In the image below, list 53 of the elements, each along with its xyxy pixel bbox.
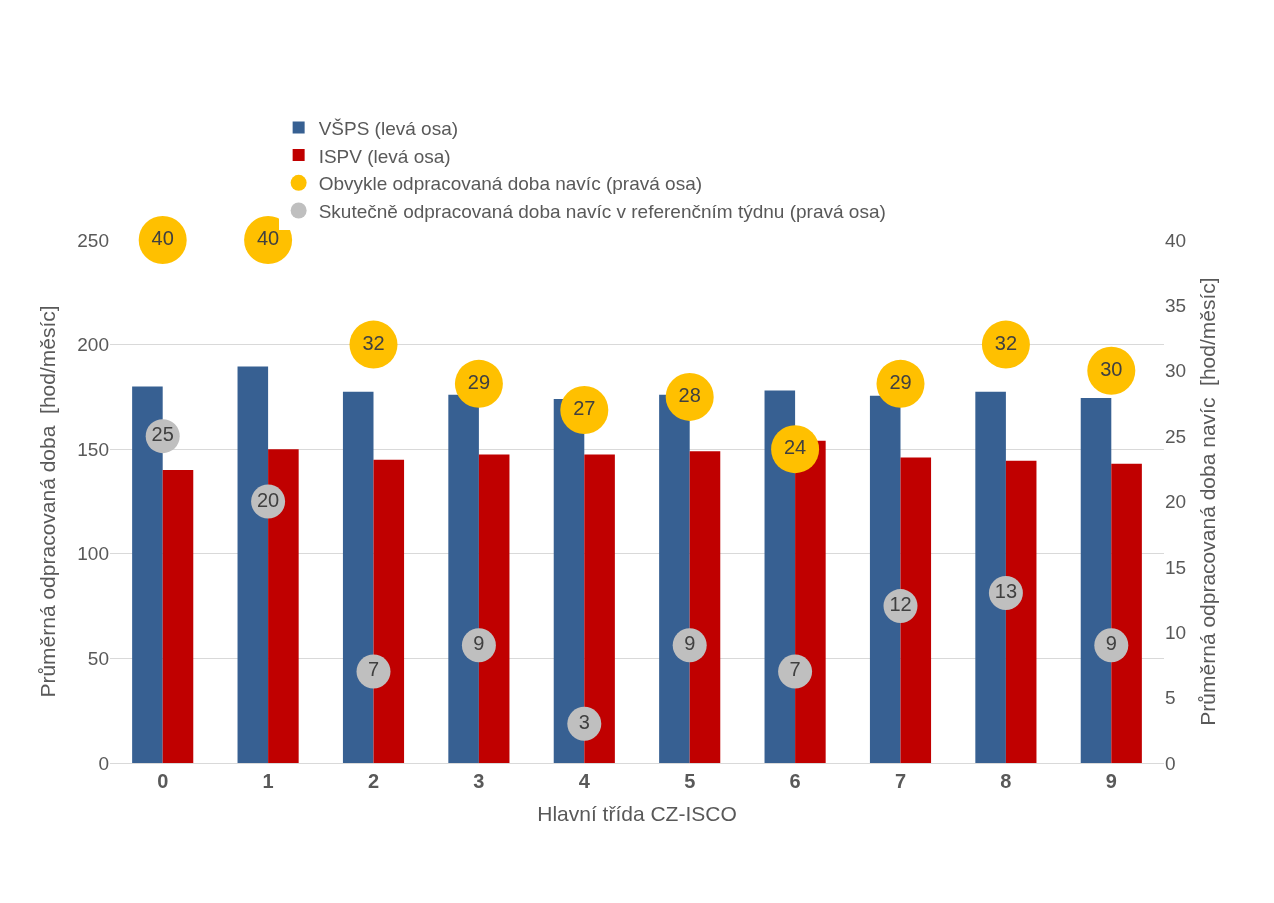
- legend-label: Skutečně odpracovaná doba navíc v referenčním týdnu (pravá osa): [318, 200, 886, 222]
- bar: [162, 470, 194, 763]
- data-label: 9: [473, 632, 485, 655]
- x-tick-label: 7: [894, 770, 907, 792]
- data-label: 29: [467, 370, 491, 393]
- data-label: 20: [256, 488, 280, 511]
- x-tick-label: 5: [684, 770, 696, 792]
- y2-tick-label: 25: [1165, 425, 1187, 447]
- data-label: 12: [889, 593, 912, 616]
- y2-tick-label: 0: [1165, 752, 1176, 774]
- y2-tick-label: 40: [1165, 229, 1187, 251]
- y2-tick-label: 10: [1165, 621, 1187, 643]
- x-tick-label: 3: [473, 770, 485, 792]
- x-tick-label: 8: [1000, 770, 1012, 792]
- y2-axis-title: Průměrná odpracovaná doba navíc [hod/měsíc]: [1196, 277, 1220, 726]
- data-label: 9: [1105, 632, 1117, 655]
- data-label: 3: [578, 710, 590, 733]
- data-label: 28: [678, 383, 701, 406]
- data-label: 30: [1100, 357, 1123, 380]
- y2-tick-label: 30: [1165, 360, 1187, 382]
- x-tick-label: 4: [578, 770, 591, 792]
- legend-label: Obvykle odpracovaná doba navíc (pravá osa): [318, 173, 703, 195]
- data-label: 9: [684, 632, 696, 655]
- data-label: 27: [573, 396, 596, 419]
- data-label: 40: [256, 227, 280, 249]
- y2-tick-label: 5: [1165, 687, 1176, 709]
- data-label: 13: [994, 580, 1018, 603]
- x-tick-label: 2: [367, 770, 380, 792]
- x-tick-label: 9: [1105, 770, 1117, 792]
- y2-tick-label: 20: [1165, 491, 1187, 513]
- data-label: 40: [151, 227, 174, 249]
- data-label: 32: [362, 331, 385, 354]
- y-tick-label: 0: [98, 752, 109, 774]
- data-label: 29: [889, 370, 912, 393]
- y-tick-label: 50: [87, 648, 109, 670]
- data-label: 25: [151, 423, 174, 446]
- x-tick-label: 6: [789, 770, 801, 792]
- y2-tick-label: 15: [1165, 556, 1187, 578]
- x-tick-label: 1: [262, 770, 274, 792]
- y-tick-label: 100: [77, 543, 109, 565]
- data-label: 32: [994, 331, 1018, 354]
- data-label: 7: [367, 658, 380, 681]
- y-tick-label: 200: [77, 334, 109, 356]
- legend-label: VŠPS (levá osa): [318, 117, 459, 139]
- x-axis-title: Hlavní třída CZ-ISCO: [537, 802, 737, 826]
- y-tick-label: 150: [77, 438, 109, 460]
- data-label: 24: [783, 436, 807, 459]
- y2-tick-label: 35: [1165, 295, 1187, 317]
- y-tick-label: 250: [77, 229, 109, 251]
- legend-label: ISPV (levá osa): [318, 145, 451, 167]
- y-axis-title: Průměrná odpracovaná doba [hod/měsíc]: [36, 305, 60, 698]
- data-label: 7: [789, 658, 801, 681]
- x-tick-label: 0: [157, 770, 169, 792]
